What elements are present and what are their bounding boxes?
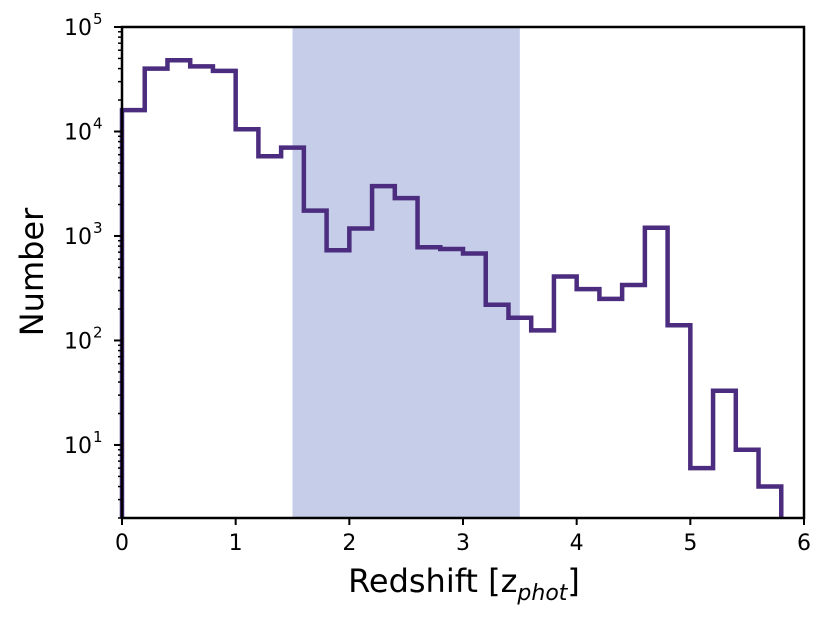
histogram-bin [599, 299, 622, 518]
histogram-bin [281, 148, 304, 518]
highlight-band-layer [292, 27, 520, 518]
highlight-band [292, 27, 520, 518]
histogram-bin [418, 247, 441, 518]
histogram-bin [531, 330, 554, 518]
x-tick-label: 2 [342, 531, 356, 556]
y-tick-exponent: 3 [93, 219, 103, 237]
y-tick-label: 10 [64, 16, 92, 41]
histogram-bin [508, 318, 531, 518]
histogram-bin [486, 305, 509, 518]
histogram-bin [327, 250, 350, 518]
histogram-bin [668, 325, 691, 518]
histogram-bin [577, 289, 600, 518]
histogram-layer [119, 58, 784, 518]
y-tick-exponent: 4 [93, 114, 103, 132]
x-axis-title: Redshift [zphot] [348, 562, 580, 606]
histogram-bin [463, 253, 486, 518]
y-tick-label: 10 [64, 329, 92, 354]
x-tick-label: 4 [570, 531, 584, 556]
x-tick-label: 6 [797, 531, 811, 556]
histogram-outline [119, 58, 784, 518]
x-axis-title-suffix: ] [567, 562, 579, 600]
x-axis-title-main: Redshift [z [348, 562, 517, 600]
y-tick-exponent: 1 [93, 428, 103, 446]
histogram-bin [236, 129, 259, 518]
y-tick-exponent: 2 [93, 323, 103, 341]
histogram-bin [736, 450, 759, 518]
histogram-bin [713, 391, 736, 518]
y-axis-title: Number [13, 207, 51, 336]
histogram-bin [190, 66, 213, 518]
histogram-bin [145, 69, 168, 518]
histogram-bin [258, 156, 281, 518]
x-ticks: 0 1 2 3 4 5 6 [115, 518, 811, 556]
histogram-bin [122, 110, 145, 518]
histogram-bin [440, 249, 463, 518]
histogram-bin [213, 71, 236, 518]
histogram-bin [167, 60, 190, 518]
histogram-bin [349, 228, 372, 518]
histogram-bin [645, 228, 668, 518]
x-tick-label: 5 [683, 531, 697, 556]
y-tick-label: 10 [64, 225, 92, 250]
histogram-bin [622, 285, 645, 518]
histogram-bin [690, 468, 713, 518]
histogram-bin [395, 198, 418, 518]
x-axis-title-subscript: phot [516, 581, 568, 606]
histogram-bin [372, 186, 395, 518]
y-tick-label: 10 [64, 434, 92, 459]
histogram-bin [554, 276, 577, 518]
x-tick-label: 0 [115, 531, 129, 556]
x-tick-label: 1 [229, 531, 243, 556]
histogram-bin [759, 487, 782, 518]
y-tick-label: 10 [64, 120, 92, 145]
histogram-bin [304, 211, 327, 518]
x-tick-label: 3 [456, 531, 470, 556]
y-tick-exponent: 5 [93, 10, 103, 28]
